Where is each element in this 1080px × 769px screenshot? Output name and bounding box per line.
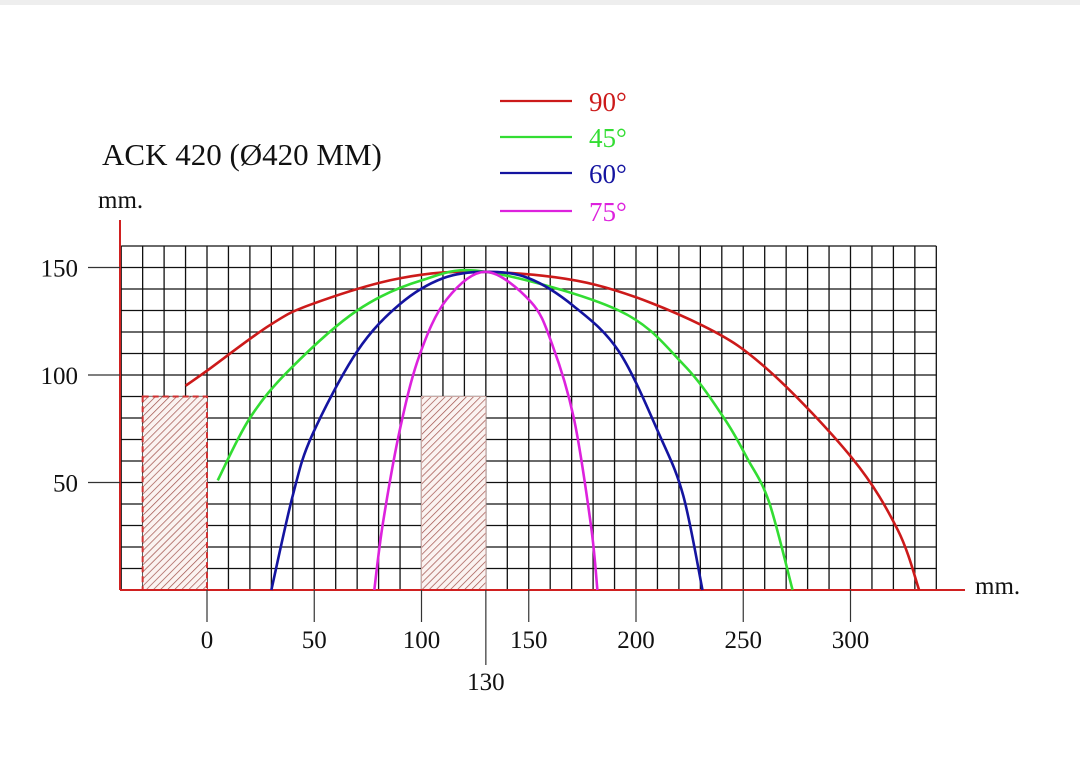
- x-tick-label: 250: [725, 627, 763, 654]
- series: [184, 268, 921, 591]
- x-tick-label: 130: [467, 669, 505, 696]
- y-tick-label: 50: [53, 471, 78, 498]
- x-tick-label: 200: [617, 627, 655, 654]
- obstacle-area-2: [421, 396, 487, 591]
- x-tick-label: 300: [832, 627, 870, 654]
- top-bar: [0, 0, 1080, 5]
- legend-label: 90°: [589, 87, 627, 117]
- x-tick-label: 50: [302, 627, 327, 654]
- series-line-45deg: [216, 268, 794, 591]
- obstacle-area-1: [141, 395, 208, 591]
- y-axis-label: mm.: [98, 187, 143, 214]
- series-line-75deg: [373, 270, 599, 591]
- legend-label: 75°: [589, 197, 627, 227]
- y-tick-label: 150: [41, 256, 79, 283]
- chart-title: ACK 420 (Ø420 MM): [102, 137, 382, 172]
- x-tick-label: 100: [403, 627, 441, 654]
- grid: [120, 245, 937, 591]
- y-tick-label: 100: [41, 363, 79, 390]
- legend-label: 60°: [589, 159, 627, 189]
- legend: 90° 45° 60° 75°: [500, 87, 627, 227]
- x-tick-label: 0: [201, 627, 214, 654]
- series-line-90deg: [184, 270, 921, 591]
- legend-label: 45°: [589, 123, 627, 153]
- x-tick-label: 150: [510, 627, 548, 654]
- axes: [119, 220, 965, 591]
- x-axis-label: mm.: [975, 573, 1020, 600]
